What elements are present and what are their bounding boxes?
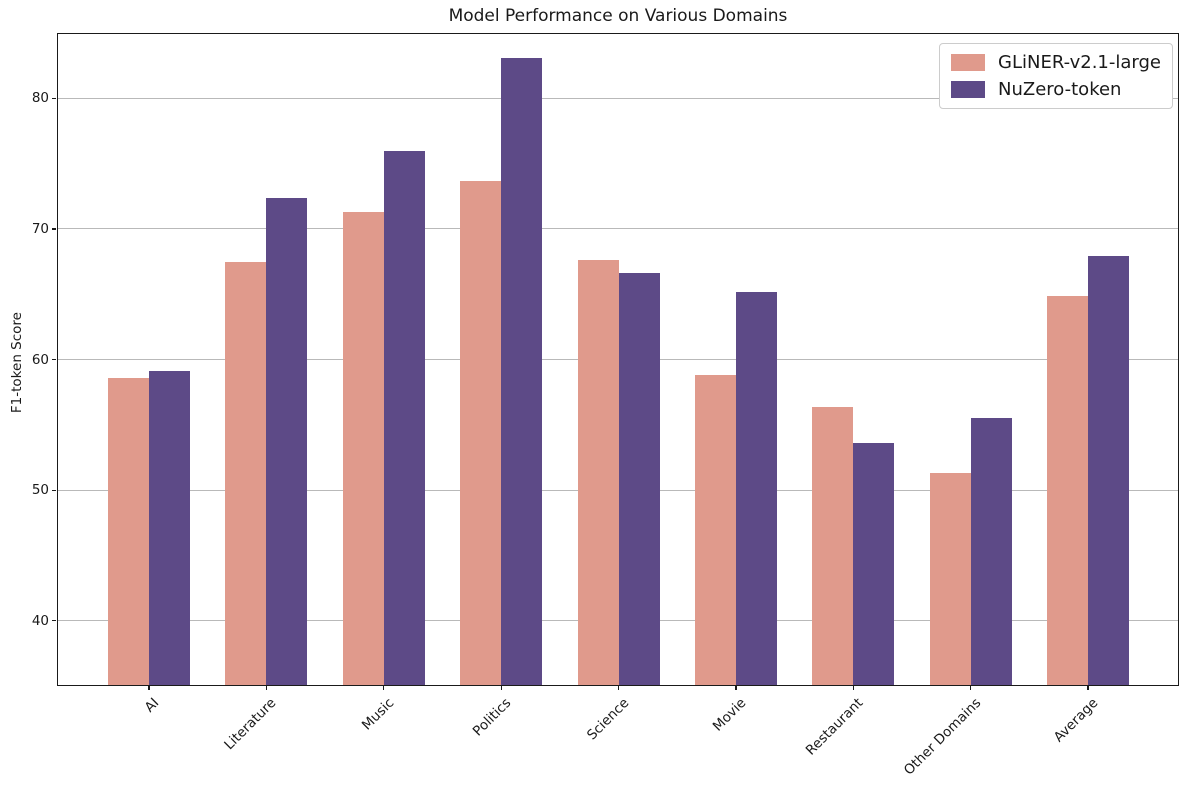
y-tick-label: 80 <box>31 90 49 107</box>
gridline <box>57 97 1179 99</box>
legend-swatch <box>951 54 985 71</box>
bar-series2 <box>266 197 308 686</box>
y-tick-label: 70 <box>31 220 49 237</box>
bar-series2 <box>1088 256 1129 686</box>
y-tick-mark <box>52 97 56 100</box>
bar-series2 <box>970 418 1012 686</box>
y-tick-label: 60 <box>31 351 49 368</box>
x-tick-mark <box>265 686 268 690</box>
legend: GLiNER-v2.1-large NuZero-token <box>939 43 1173 109</box>
bar-series2 <box>383 150 425 686</box>
x-tick-mark <box>500 686 502 690</box>
y-tick-mark <box>52 489 56 491</box>
bar-series2 <box>618 273 660 686</box>
y-tick-mark <box>52 228 56 230</box>
bar-series1 <box>812 406 854 686</box>
bar-series2 <box>853 443 895 686</box>
bar-series2 <box>149 371 190 686</box>
x-tick-label: AI <box>141 695 163 716</box>
legend-label: NuZero-token <box>998 79 1122 100</box>
legend-label: GLiNER-v2.1-large <box>998 52 1161 73</box>
bar-series1 <box>694 375 736 686</box>
bar-series1 <box>225 261 267 686</box>
y-tick-label: 40 <box>31 612 49 629</box>
x-tick-mark <box>617 686 620 690</box>
x-tick-mark <box>1087 686 1089 690</box>
x-tick-mark <box>852 686 854 690</box>
y-tick-mark <box>52 359 56 361</box>
plot-area: 40 50 60 70 80 AI Literature Music Politics Scien… <box>32 33 1179 778</box>
x-tick-mark <box>383 686 385 690</box>
bar-series1 <box>577 260 619 686</box>
y-tick-mark <box>52 620 56 622</box>
x-tick-mark <box>148 686 150 690</box>
bar-series1 <box>108 377 149 686</box>
bar-series1 <box>1047 295 1088 686</box>
bar-series1 <box>460 180 502 686</box>
y-tick-label: 50 <box>31 482 49 499</box>
bar-series2 <box>735 291 777 686</box>
gridline <box>57 228 1179 230</box>
legend-swatch <box>951 81 985 98</box>
chart-title: Model Performance on Various Domains <box>448 6 788 26</box>
bar-series1 <box>929 473 971 686</box>
x-tick-mark <box>970 686 972 690</box>
legend-item: NuZero-token <box>951 79 1161 100</box>
bar-series2 <box>501 57 543 686</box>
legend-item: GLiNER-v2.1-large <box>951 52 1161 73</box>
x-tick-mark <box>735 686 737 690</box>
bar-series1 <box>342 211 384 686</box>
